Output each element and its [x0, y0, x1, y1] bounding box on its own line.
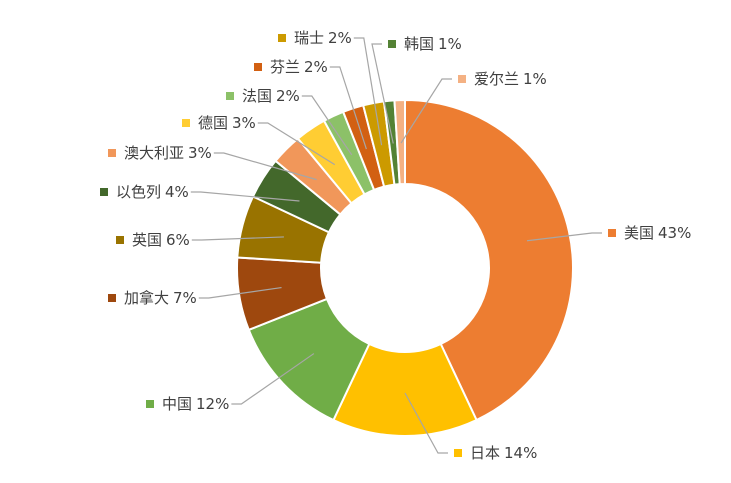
legend-marker: [116, 236, 124, 244]
value-label: 4%: [165, 183, 189, 201]
legend-marker: [146, 400, 154, 408]
value-label: 3%: [188, 144, 212, 162]
data-label: 中国 12%: [162, 395, 229, 413]
leader-line: [404, 392, 448, 454]
leader-line: [213, 152, 317, 181]
category-label: 以色列: [116, 183, 161, 201]
leader-line: [526, 232, 602, 242]
data-label: 英国 6%: [132, 231, 190, 249]
data-label: 芬兰 2%: [270, 58, 328, 76]
leader-line: [301, 95, 353, 156]
data-label: 澳大利亚 3%: [124, 144, 212, 162]
category-label: 德国: [198, 114, 228, 132]
legend-marker: [108, 294, 116, 302]
leader-line: [198, 286, 282, 299]
value-label: 3%: [232, 114, 256, 132]
legend-marker: [458, 75, 466, 83]
slice: [393, 98, 406, 186]
value-label: 7%: [173, 289, 197, 307]
data-label: 爱尔兰 1%: [474, 70, 547, 88]
legend-marker: [388, 40, 396, 48]
data-label: 美国 43%: [624, 224, 691, 242]
category-label: 日本: [470, 444, 500, 462]
value-label: 2%: [328, 29, 352, 47]
value-label: 6%: [166, 231, 190, 249]
category-label: 法国: [242, 87, 272, 105]
value-label: 2%: [304, 58, 328, 76]
leader-line: [191, 236, 284, 241]
category-label: 爱尔兰: [474, 70, 519, 88]
category-label: 芬兰: [270, 58, 300, 76]
legend-marker: [278, 34, 286, 42]
leader-line: [400, 78, 452, 144]
leader-line: [257, 122, 336, 166]
data-label: 瑞士 2%: [294, 29, 352, 47]
value-label: 1%: [523, 70, 547, 88]
legend-marker: [454, 449, 462, 457]
category-label: 英国: [132, 231, 162, 249]
category-label: 瑞士: [294, 29, 324, 47]
value-label: 14%: [504, 444, 537, 462]
value-label: 12%: [196, 395, 229, 413]
category-label: 美国: [624, 224, 654, 242]
data-label: 以色列 4%: [116, 183, 189, 201]
leader-line: [231, 353, 315, 405]
leader-line: [190, 191, 300, 202]
leader-line: [371, 43, 394, 144]
data-label: 韩国 1%: [404, 35, 462, 53]
slice: [404, 98, 574, 422]
data-label: 加拿大 7%: [124, 289, 197, 307]
category-label: 中国: [162, 395, 192, 413]
legend-marker: [108, 149, 116, 157]
legend-marker: [100, 188, 108, 196]
leader-line: [329, 66, 367, 150]
leader-line: [353, 37, 383, 146]
value-label: 2%: [276, 87, 300, 105]
data-label: 德国 3%: [198, 114, 256, 132]
legend-marker: [226, 92, 234, 100]
legend-marker: [254, 63, 262, 71]
legend-marker: [182, 119, 190, 127]
data-label: 法国 2%: [242, 87, 300, 105]
data-label: 日本 14%: [470, 444, 537, 462]
category-label: 韩国: [404, 35, 434, 53]
legend-marker: [608, 229, 616, 237]
value-label: 1%: [438, 35, 462, 53]
value-label: 43%: [658, 224, 691, 242]
category-label: 澳大利亚: [124, 144, 184, 162]
category-label: 加拿大: [124, 289, 169, 307]
